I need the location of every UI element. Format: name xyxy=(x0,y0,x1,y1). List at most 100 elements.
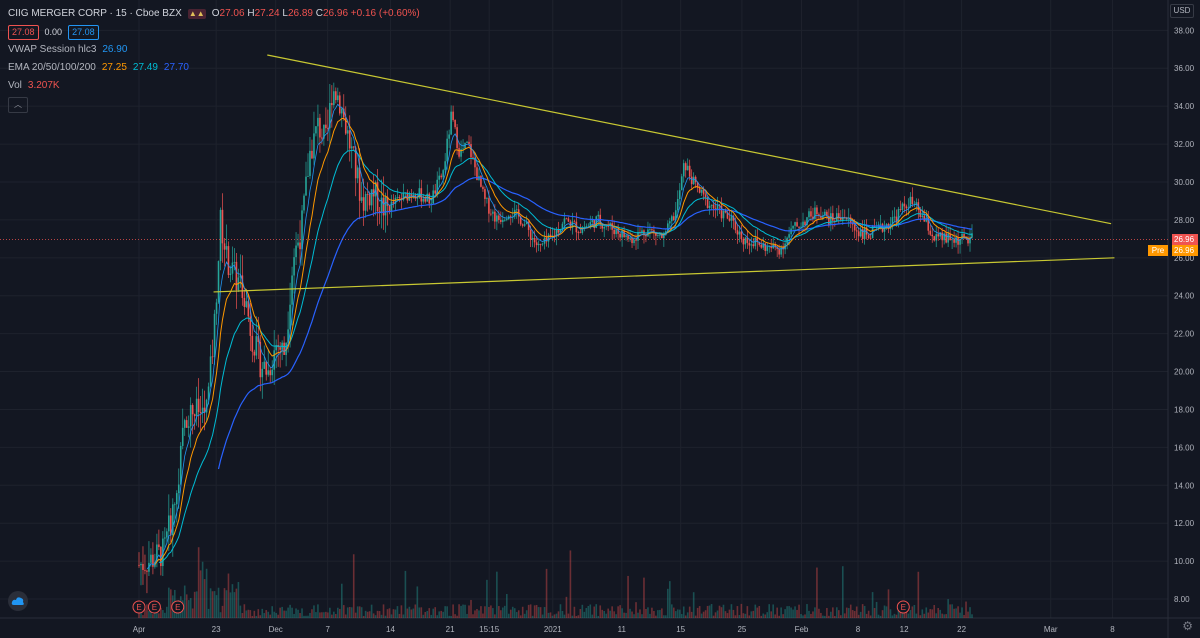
volume-bar xyxy=(839,615,842,618)
tradingview-logo[interactable] xyxy=(8,591,28,611)
volume-bar xyxy=(828,615,830,618)
candle-body xyxy=(663,234,665,239)
candle-body xyxy=(382,197,385,216)
candle-body xyxy=(273,350,275,370)
candle-body xyxy=(350,146,353,149)
y-tick-label: 38.00 xyxy=(1174,26,1195,35)
volume-bar xyxy=(295,608,297,618)
volume-bar xyxy=(927,612,930,618)
candle-body xyxy=(470,144,472,158)
volume-row[interactable]: Vol 3.207K xyxy=(8,77,420,95)
candle-body xyxy=(895,216,898,223)
sell-button[interactable]: 27.08 xyxy=(8,24,39,40)
vwap-row[interactable]: VWAP Session hlc3 26.90 xyxy=(8,41,420,59)
volume-bar xyxy=(366,611,369,618)
candle-body xyxy=(207,386,210,400)
candle-body xyxy=(826,211,828,216)
candle-body xyxy=(617,229,619,234)
volume-bar xyxy=(317,604,319,618)
volume-bar xyxy=(193,591,196,618)
ema-row[interactable]: EMA 20/50/100/200 27.25 27.49 27.70 xyxy=(8,59,420,77)
volume-bar xyxy=(929,609,932,618)
candle-body xyxy=(682,163,685,177)
candle-body xyxy=(669,221,671,224)
volume-bar xyxy=(667,588,669,618)
volume-bar xyxy=(350,607,353,618)
volume-bar xyxy=(378,611,381,618)
buy-button[interactable]: 27.08 xyxy=(68,24,99,40)
volume-bar xyxy=(601,609,604,618)
candle-body xyxy=(446,138,448,162)
volume-bar xyxy=(734,615,737,618)
candle-body xyxy=(861,229,864,240)
ema-label: EMA 20/50/100/200 xyxy=(8,62,96,73)
open-value: 27.06 xyxy=(219,8,245,19)
candle-body xyxy=(372,189,375,197)
candle-body xyxy=(853,224,856,231)
candle-body xyxy=(175,493,178,505)
volume-bar xyxy=(657,610,659,618)
volume-bar xyxy=(545,568,548,618)
candle-body xyxy=(937,234,940,237)
candle-body xyxy=(605,226,607,228)
volume-bar xyxy=(442,611,444,618)
volume-bar xyxy=(390,614,393,618)
volume-bar xyxy=(289,604,291,618)
candle-body xyxy=(500,219,502,223)
candle-body xyxy=(649,229,651,231)
symbol-title[interactable]: CIIG MERGER CORP · 15 · Cboe BZX xyxy=(8,8,182,19)
volume-bar xyxy=(346,607,349,618)
earnings-label: E xyxy=(152,603,157,612)
volume-bar xyxy=(778,615,780,618)
candle-body xyxy=(442,170,444,178)
candle-body xyxy=(295,245,297,258)
volume-bar xyxy=(319,612,321,618)
candle-body xyxy=(571,221,574,228)
collapse-legend-button[interactable]: ︿ xyxy=(8,97,28,113)
candle-body xyxy=(927,217,930,231)
vwap-label: VWAP Session hlc3 xyxy=(8,44,97,55)
flag-icon[interactable]: ▲▲ xyxy=(187,9,206,19)
candle-body xyxy=(961,233,963,239)
candle-body xyxy=(651,229,653,231)
volume-bar xyxy=(325,611,327,618)
volume-bar xyxy=(802,615,804,618)
candle-body xyxy=(674,210,677,221)
volume-bar xyxy=(436,615,439,618)
volume-bar xyxy=(792,609,794,618)
volume-bar xyxy=(440,610,442,618)
volume-bar xyxy=(541,614,544,618)
candle-body xyxy=(309,150,311,176)
candle-body xyxy=(142,563,144,570)
candle-body xyxy=(342,108,345,118)
gear-icon[interactable]: ⚙ xyxy=(1182,619,1193,633)
volume-bar xyxy=(525,610,528,618)
volume-bar xyxy=(504,605,506,618)
candle-body xyxy=(337,95,339,101)
candle-body xyxy=(810,211,812,217)
candle-body xyxy=(521,224,524,226)
volume-bar xyxy=(651,607,653,618)
candle-body xyxy=(140,563,142,566)
currency-button[interactable]: USD xyxy=(1170,4,1194,18)
candle-body xyxy=(287,329,289,343)
candle-body xyxy=(386,196,389,206)
volume-bar xyxy=(599,605,602,618)
volume-bar xyxy=(605,613,607,618)
candle-body xyxy=(607,226,609,228)
ema50-value: 27.49 xyxy=(132,62,158,73)
candle-body xyxy=(953,239,955,243)
candle-body xyxy=(223,243,226,250)
candle-body xyxy=(400,198,403,200)
volume-bar xyxy=(398,613,401,618)
volume-bar xyxy=(267,611,270,618)
candle-body xyxy=(557,230,560,233)
volume-bar xyxy=(496,571,498,618)
earnings-marker: E xyxy=(147,600,161,614)
candle-body xyxy=(680,176,683,191)
candle-body xyxy=(448,134,450,139)
volume-bar xyxy=(225,590,228,618)
volume-bar xyxy=(235,588,238,618)
volume-bar xyxy=(422,614,425,618)
